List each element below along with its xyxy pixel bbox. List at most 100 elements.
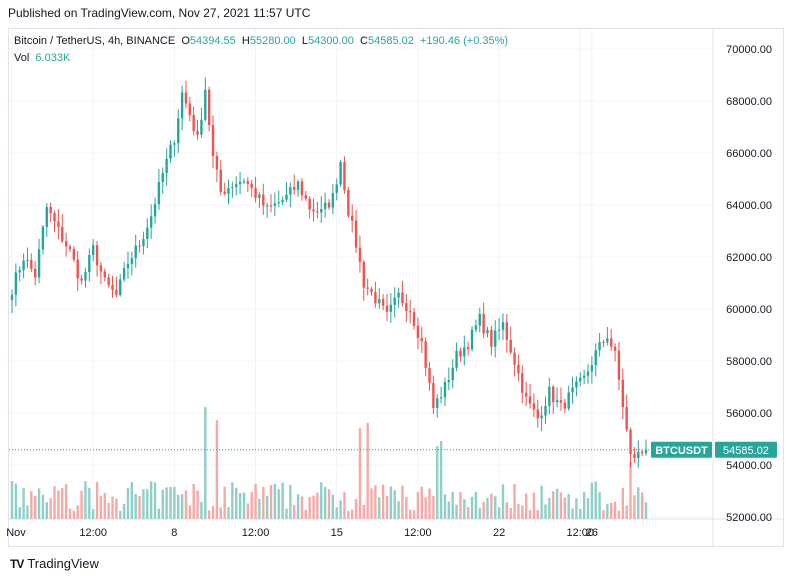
volume-bar: [72, 510, 76, 519]
candle-body: [640, 451, 644, 454]
candle-body: [320, 208, 323, 213]
candle-body: [207, 89, 211, 126]
candle-body: [173, 143, 176, 145]
close-label: C: [360, 35, 368, 47]
candle-body: [385, 305, 389, 312]
volume-bar: [53, 486, 56, 519]
candle-body: [130, 258, 134, 264]
x-tick-label: 12:00: [79, 527, 107, 539]
candle-body: [122, 268, 126, 280]
candle-body: [381, 299, 385, 306]
candle-body: [134, 245, 137, 259]
candle-body: [548, 386, 551, 406]
volume-bar: [84, 481, 87, 519]
x-tick-label: 12:00: [242, 527, 270, 539]
candle-body: [451, 367, 454, 381]
volume-bar: [242, 492, 246, 519]
symbol-badge-text: BTCUSDT: [655, 445, 708, 457]
volume-bar: [231, 482, 234, 519]
volume-bar: [416, 492, 420, 519]
candle-body: [613, 346, 617, 351]
candle-body: [331, 193, 335, 208]
y-tick-label: 64000.00: [726, 200, 772, 212]
volume-bar: [149, 481, 153, 519]
volume-bar: [115, 498, 118, 519]
candle-body: [621, 379, 625, 408]
chart-frame[interactable]: [8, 28, 784, 547]
candle-body: [598, 342, 601, 351]
volume-bar: [254, 483, 257, 519]
volume-bar: [575, 498, 578, 519]
candle-body: [250, 183, 253, 188]
candle-body: [428, 367, 431, 383]
volume-bar: [200, 501, 203, 519]
published-note: Published on TradingView.com, Nov 27, 20…: [8, 6, 311, 20]
candle-body: [505, 322, 509, 340]
candle-body: [119, 279, 122, 295]
volume-bar: [370, 488, 373, 519]
candle-body: [177, 118, 180, 144]
footer-brand[interactable]: TV TradingView: [10, 556, 99, 571]
volume-bar: [26, 505, 29, 519]
candle-body: [26, 260, 29, 262]
candle-body: [262, 194, 265, 206]
candle-body: [443, 382, 447, 398]
volume-bar: [316, 492, 319, 519]
low-value: 54300.00: [308, 35, 354, 47]
candle-body: [22, 260, 25, 271]
volume-bar: [119, 510, 122, 519]
candle-body: [579, 377, 582, 382]
volume-bar: [412, 510, 416, 519]
volume-bar: [41, 494, 45, 519]
volume-bar: [258, 498, 261, 519]
candle-body: [254, 187, 257, 199]
volume-bar: [447, 501, 451, 519]
volume-bar: [265, 495, 269, 519]
candle-body: [420, 338, 423, 342]
candle-body: [153, 204, 157, 217]
volume-bar: [552, 491, 555, 519]
last-price-label: 54585.02: [723, 445, 769, 457]
candle-body: [219, 169, 222, 192]
candle-body: [231, 187, 234, 189]
volume-bar: [188, 505, 192, 519]
volume-bar: [192, 484, 195, 519]
volume-bar: [544, 504, 547, 519]
volume-bar: [238, 493, 242, 519]
candle-body: [68, 246, 72, 250]
candle-body: [497, 329, 501, 331]
candle-body: [37, 249, 41, 278]
volume-bar: [567, 493, 570, 519]
candle-body: [606, 338, 609, 343]
candle-body: [586, 371, 590, 376]
volume-bar: [289, 484, 292, 519]
volume-bar: [432, 496, 435, 519]
candle-body: [350, 215, 354, 221]
volume-bar: [582, 491, 586, 519]
volume-bar: [33, 495, 37, 519]
volume-bar: [130, 482, 134, 519]
candle-body: [296, 181, 300, 190]
volume-bar: [590, 482, 594, 519]
candle-body: [594, 350, 597, 366]
volume-bar: [563, 497, 567, 519]
high-value: 55280.00: [249, 35, 296, 47]
ohlc-legend: Bitcoin / TetherUS, 4h, BINANCE O54394.5…: [14, 35, 508, 47]
volume-bar: [308, 496, 311, 519]
candle-body: [424, 341, 427, 368]
candle-body: [459, 350, 462, 357]
candle-body: [397, 292, 400, 298]
candle-body: [111, 284, 114, 290]
volume-bar: [184, 490, 188, 519]
volume-bar: [463, 499, 466, 519]
volume-bar: [211, 505, 215, 519]
candle-body: [408, 311, 412, 313]
candle-body: [188, 103, 192, 116]
volume-bar: [157, 508, 161, 519]
volume-bar: [22, 487, 25, 519]
candle-body: [524, 392, 528, 397]
volume-bar: [68, 508, 72, 519]
open-label: O: [181, 35, 190, 47]
volume-bar: [111, 496, 114, 519]
